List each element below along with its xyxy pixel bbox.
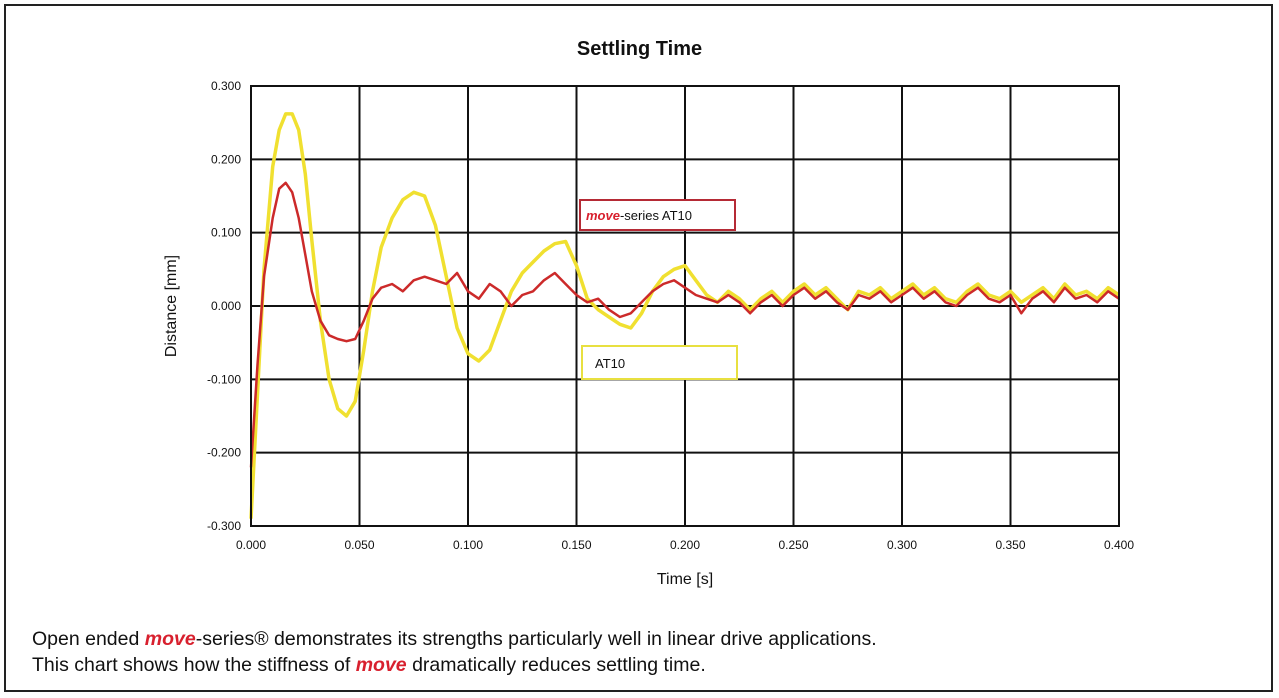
caption-line-2: This chart shows how the stiffness of mo…: [32, 652, 877, 678]
y-tick-label: -0.200: [207, 446, 241, 460]
x-tick-label: 0.100: [453, 538, 483, 552]
caption-line-2-pre: This chart shows how the stiffness of: [32, 654, 356, 676]
legend-red-rest: -series AT10: [620, 208, 692, 223]
caption-line-2-post: dramatically reduces settling time.: [406, 654, 706, 676]
x-tick-label: 0.150: [561, 538, 591, 552]
caption-line-1-em: move: [144, 628, 196, 650]
legend-red-box: [579, 199, 736, 231]
legend-yellow-box: [581, 345, 738, 380]
chart-area: 0.300 0.200 0.100 0.000 -0.100 -0.200 -0.300 0…: [163, 79, 1134, 588]
y-tick-label: -0.300: [207, 519, 241, 533]
legend-move-series: move-series AT10: [579, 199, 736, 231]
caption-line-1-post: -series® demonstrates its strengths part…: [195, 628, 877, 650]
x-tick-label: 0.000: [236, 538, 266, 552]
y-axis-title: Distance [mm]: [163, 255, 180, 357]
y-tick-label: 0.100: [211, 226, 241, 240]
x-tick-label: 0.400: [1104, 538, 1134, 552]
x-tick-label: 0.050: [344, 538, 374, 552]
x-tick-label: 0.250: [778, 538, 808, 552]
caption-line-1: Open ended move-series® demonstrates its…: [32, 626, 877, 652]
y-tick-label: 0.300: [211, 79, 241, 93]
plot-border: [250, 85, 1120, 527]
series-line-move-series-at10: [249, 181, 1120, 468]
x-tick-label: 0.200: [670, 538, 700, 552]
x-tick-labels: 0.000 0.050 0.100 0.150 0.200 0.250 0.300 0.350…: [236, 538, 1134, 552]
x-tick-label: 0.350: [995, 538, 1025, 552]
x-tick-label: 0.300: [887, 538, 917, 552]
caption-line-1-pre: Open ended: [32, 628, 145, 650]
caption-line-2-em: move: [355, 654, 407, 676]
legend-yellow-text: AT10: [595, 356, 625, 371]
chart-title: Settling Time: [576, 38, 703, 60]
series-line-at10: [249, 112, 1120, 519]
y-tick-label: -0.100: [207, 372, 241, 386]
legend-red-em: move: [586, 208, 620, 223]
grid-lines: [251, 86, 1119, 526]
y-tick-label: 0.000: [211, 299, 241, 313]
caption: Open ended move-series® demonstrates its…: [32, 626, 877, 678]
legend-red-text: move-series AT10: [586, 208, 692, 223]
x-axis-title: Time [s]: [657, 571, 713, 588]
series-lines: [249, 112, 1120, 519]
legend-at10: AT10: [581, 345, 738, 380]
y-tick-labels: 0.300 0.200 0.100 0.000 -0.100 -0.200 -0.300: [207, 79, 241, 533]
y-tick-label: 0.200: [211, 152, 241, 166]
